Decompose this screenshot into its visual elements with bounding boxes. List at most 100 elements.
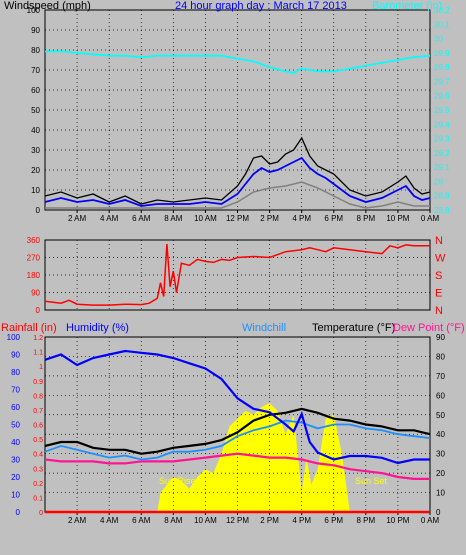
wind-time-axis: 2 AM 4 AM 6 AM 8 AM 10 AM 12 PM 2 PM 4 PM 6 PM 8 …	[68, 210, 439, 223]
x-tick-label: 12 PM	[226, 516, 249, 525]
windspeed-tick-label: 40	[31, 126, 40, 135]
direction-tick-label: 90	[31, 289, 40, 298]
sunset-label: Sun Set	[355, 476, 388, 486]
windspeed-axis: 0 10 20 30 40 50 60 70 80 90 100	[27, 6, 41, 215]
x-tick-label: 4 PM	[292, 516, 311, 525]
barometer-label: Barometer (in)	[372, 0, 442, 12]
dewpoint-label: Dew Point (°F)	[393, 322, 465, 334]
temperature-tick-label: 80	[436, 352, 445, 361]
barometer-line	[45, 50, 431, 74]
temperature-tick-label: 50	[436, 411, 445, 420]
humidity-tick-label: 30	[11, 456, 20, 465]
barometer-tick-label: 29.3	[434, 135, 450, 144]
compass-label: N	[435, 235, 443, 247]
windspeed-tick-label: 100	[27, 6, 41, 15]
barometer-tick-label: 29.2	[434, 149, 450, 158]
dewpoint-line	[44, 452, 430, 480]
x-tick-label: 6 AM	[132, 214, 151, 223]
rainfall-tick-label: 0.4	[33, 452, 43, 459]
barometer-tick-label: 29	[434, 177, 443, 186]
windspeed-tick-label: 90	[31, 26, 40, 35]
direction-tick-label: 180	[27, 271, 41, 280]
rainfall-tick-label: 0.9	[33, 379, 43, 386]
barometer-tick-label: 29.8	[434, 63, 450, 72]
barometer-tick-label: 30.2	[434, 6, 450, 15]
direction-tick-label: 270	[27, 254, 41, 263]
barometer-tick-label: 29.5	[434, 106, 450, 115]
humidity-tick-label: 50	[11, 421, 20, 430]
temperature-tick-label: 20	[436, 469, 445, 478]
x-tick-label: 2 PM	[260, 214, 279, 223]
wind-series	[44, 50, 431, 209]
humidity-tick-label: 20	[11, 473, 20, 482]
windchill-label: Windchill	[242, 322, 286, 334]
barometer-tick-label: 28.9	[434, 192, 450, 201]
humidity-tick-label: 10	[11, 491, 20, 500]
windspeed-label: Windspeed (mph)	[4, 0, 91, 12]
temperature-tick-label: 10	[436, 489, 445, 498]
rainfall-tick-label: 1.1	[33, 350, 43, 357]
windspeed-tick-label: 60	[31, 86, 40, 95]
humidity-line	[44, 349, 430, 465]
windchill-line	[44, 419, 431, 461]
humidity-tick-label: 70	[11, 386, 20, 395]
x-tick-label: 12 PM	[226, 214, 249, 223]
rainfall-tick-label: 1	[39, 364, 43, 371]
barometer-tick-label: 29.9	[434, 49, 450, 58]
temperature-time-axis: 2 AM 4 AM 6 AM 8 AM 10 AM 12 PM 2 PM 4 PM 6 PM 8 …	[68, 512, 439, 525]
temperature-tick-label: 30	[436, 450, 445, 459]
x-tick-label: 4 AM	[100, 516, 119, 525]
windspeed-tick-label: 20	[31, 166, 40, 175]
rainfall-tick-label: 0	[39, 510, 43, 517]
rainfall-tick-label: 0.6	[33, 423, 43, 430]
x-tick-label: 8 PM	[356, 214, 375, 223]
windspeed-tick-label: 0	[36, 206, 41, 215]
windspeed-tick-label: 70	[31, 66, 40, 75]
x-tick-label: 8 AM	[164, 516, 183, 525]
compass-label: W	[435, 253, 446, 265]
x-tick-label: 10 AM	[194, 214, 217, 223]
barometer-tick-label: 29.4	[434, 120, 450, 129]
windspeed-tick-label: 80	[31, 46, 40, 55]
temperature-panel: 0 0.1 0.2 0.3 0.4 0.5 0.6 0.7 0.8 0.9 1 1.1 1.2 0 10 2…	[1, 322, 465, 525]
compass-label: S	[435, 270, 442, 282]
temperature-tick-label: 70	[436, 372, 445, 381]
temperature-axis: 0 10 20 30 40 50 60 70 80 90	[436, 333, 445, 517]
barometer-tick-label: 29.1	[434, 163, 450, 172]
rainfall-tick-label: 0.2	[33, 481, 43, 488]
rainfall-tick-label: 1.2	[33, 335, 43, 342]
solar-radiation-area	[157, 403, 350, 512]
direction-axis: 0 90 180 270 360	[27, 236, 41, 315]
barometer-tick-label: 29.7	[434, 77, 450, 86]
wind-grid	[45, 10, 430, 210]
humidity-tick-label: 60	[11, 403, 20, 412]
wind-average-line	[44, 156, 431, 207]
wind-direction-line	[44, 243, 430, 306]
direction-tick-label: 360	[27, 236, 41, 245]
windspeed-tick-label: 30	[31, 146, 40, 155]
humidity-tick-label: 90	[11, 351, 20, 360]
barometer-tick-label: 30	[434, 35, 443, 44]
windspeed-tick-label: 10	[31, 186, 40, 195]
wind-lull-line	[45, 181, 430, 209]
x-tick-label: 2 AM	[68, 516, 87, 525]
temperature-tick-label: 60	[436, 391, 445, 400]
windspeed-tick-label: 50	[31, 106, 40, 115]
x-tick-label: 2 AM	[68, 214, 87, 223]
x-tick-label: 0 AM	[421, 214, 440, 223]
compass-label: N	[435, 305, 443, 317]
barometer-tick-label: 28.8	[434, 206, 450, 215]
rainfall-label: Rainfall (in)	[1, 322, 57, 334]
wind-gust-line	[44, 136, 431, 205]
direction-series	[44, 243, 430, 306]
x-tick-label: 4 AM	[100, 214, 119, 223]
rainfall-tick-label: 0.5	[33, 437, 43, 444]
humidity-tick-label: 80	[11, 368, 20, 377]
compass-label: E	[435, 288, 442, 300]
temperature-grid	[45, 337, 430, 512]
rainfall-tick-label: 0.7	[33, 408, 43, 415]
x-tick-label: 6 AM	[132, 516, 151, 525]
